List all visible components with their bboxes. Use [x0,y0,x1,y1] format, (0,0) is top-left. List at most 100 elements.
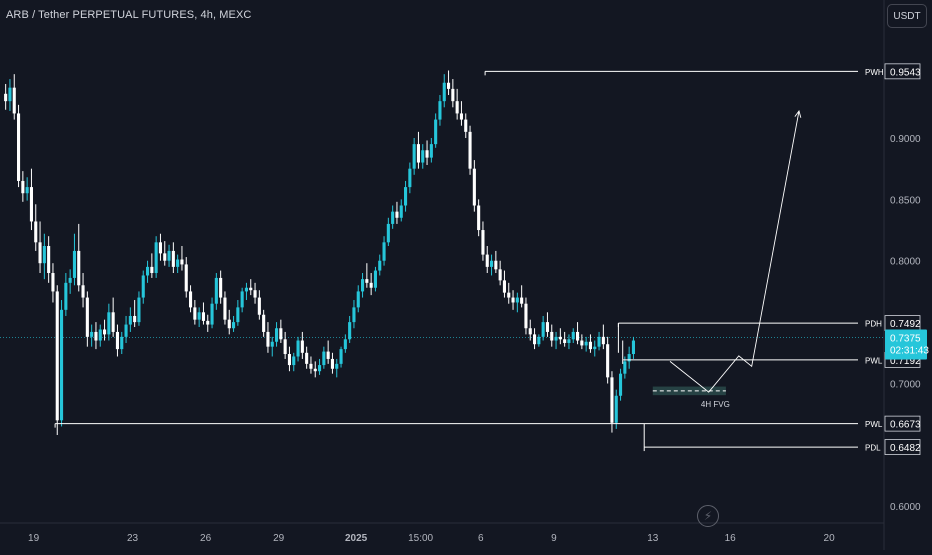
candle-body [416,144,420,163]
candle-body [537,336,541,345]
candle-body [369,282,373,288]
candle-body [421,150,425,163]
candle-body [184,264,188,292]
candle-body [292,356,296,366]
candle-body [631,340,635,355]
level-price-text: 0.7492 [890,319,921,330]
candle-body [399,205,403,218]
candle-body [567,339,571,343]
candle-body [176,259,180,267]
candle-body [12,87,16,114]
candle-body [227,319,231,329]
y-tick-label: 0.7000 [890,379,921,390]
candle-body [55,291,59,421]
candle-body [485,254,489,267]
candle-body [77,250,81,286]
candle-body [47,246,51,274]
candle-body [554,336,558,341]
y-tick-label: 0.8000 [890,257,921,268]
level-label: PWL [865,420,883,429]
countdown-text: 02:31:43 [890,345,929,356]
current-price-text: 0.7375 [890,333,921,344]
candle-body [597,336,601,347]
candle-body [545,322,549,332]
candle-body [571,331,575,340]
candle-body [21,180,25,194]
candle-body [593,346,597,350]
candle-body [128,315,132,325]
candle-body [352,307,356,323]
x-tick-label: 19 [28,533,40,544]
candle-body [601,336,605,345]
lightning-icon: ⚡ [697,505,719,527]
candle-body [60,309,64,421]
x-tick-label: 9 [551,533,557,544]
candle-body [511,297,515,303]
candle-body [34,221,38,243]
level-price-text: 0.6673 [890,420,921,431]
candle-body [240,291,244,308]
candle-body [232,322,236,329]
candle-body [429,144,433,158]
candle-body [296,340,300,357]
candle-body [124,324,128,337]
fvg-label: 4H FVG [701,400,730,409]
symbol-title[interactable]: ARB / Tether PERPETUAL FUTURES, 4h, MEXC [6,9,252,21]
candle-body [373,270,377,288]
candle-body [623,361,627,374]
candle-body [193,307,197,320]
level-price-text: 0.7192 [890,356,921,367]
candle-body [326,351,330,359]
candle-body [477,205,481,231]
y-tick-label: 0.9000 [890,134,921,145]
candle-body [279,328,283,340]
current-price-badge [885,329,927,360]
candle-body [472,168,476,206]
candle-body [343,339,347,350]
candle-body [17,113,21,181]
candle-body [158,242,162,254]
candle-body [210,303,214,325]
candle-body [141,275,145,298]
candle-body [262,314,266,332]
candle-body [335,363,339,369]
candle-body [434,119,438,145]
candle-body [309,363,313,369]
candle-body [541,322,545,337]
candle-body [94,331,98,341]
candle-body [29,187,33,222]
x-tick-label: 2025 [345,533,368,544]
candle-body [382,242,386,261]
candle-body [438,101,442,120]
candle-body [72,250,76,278]
candle-body [167,250,171,261]
candle-body [391,211,395,224]
candle-body [442,82,446,102]
candle-body [171,250,175,267]
candle-body [490,260,494,267]
candle-body [111,312,115,332]
candle-body [85,297,89,337]
candle-body [163,253,167,261]
candle-body [275,328,279,342]
candle-body [219,277,223,298]
x-tick-label: 26 [200,533,212,544]
x-tick-label: 29 [273,533,285,544]
y-tick-label: 0.6000 [890,502,921,513]
candle-body [468,131,472,169]
currency-button[interactable]: USDT [887,4,927,28]
x-tick-label: 23 [127,533,139,544]
candle-body [378,260,382,271]
candle-body [365,279,369,283]
candle-body [339,349,343,364]
candle-body [610,377,614,423]
candle-body [558,336,562,340]
candle-body [588,341,592,350]
candle-body [464,119,468,132]
candle-body [330,358,334,369]
candle-body [38,242,42,264]
candle-body [154,242,158,274]
candle-body [8,87,12,102]
